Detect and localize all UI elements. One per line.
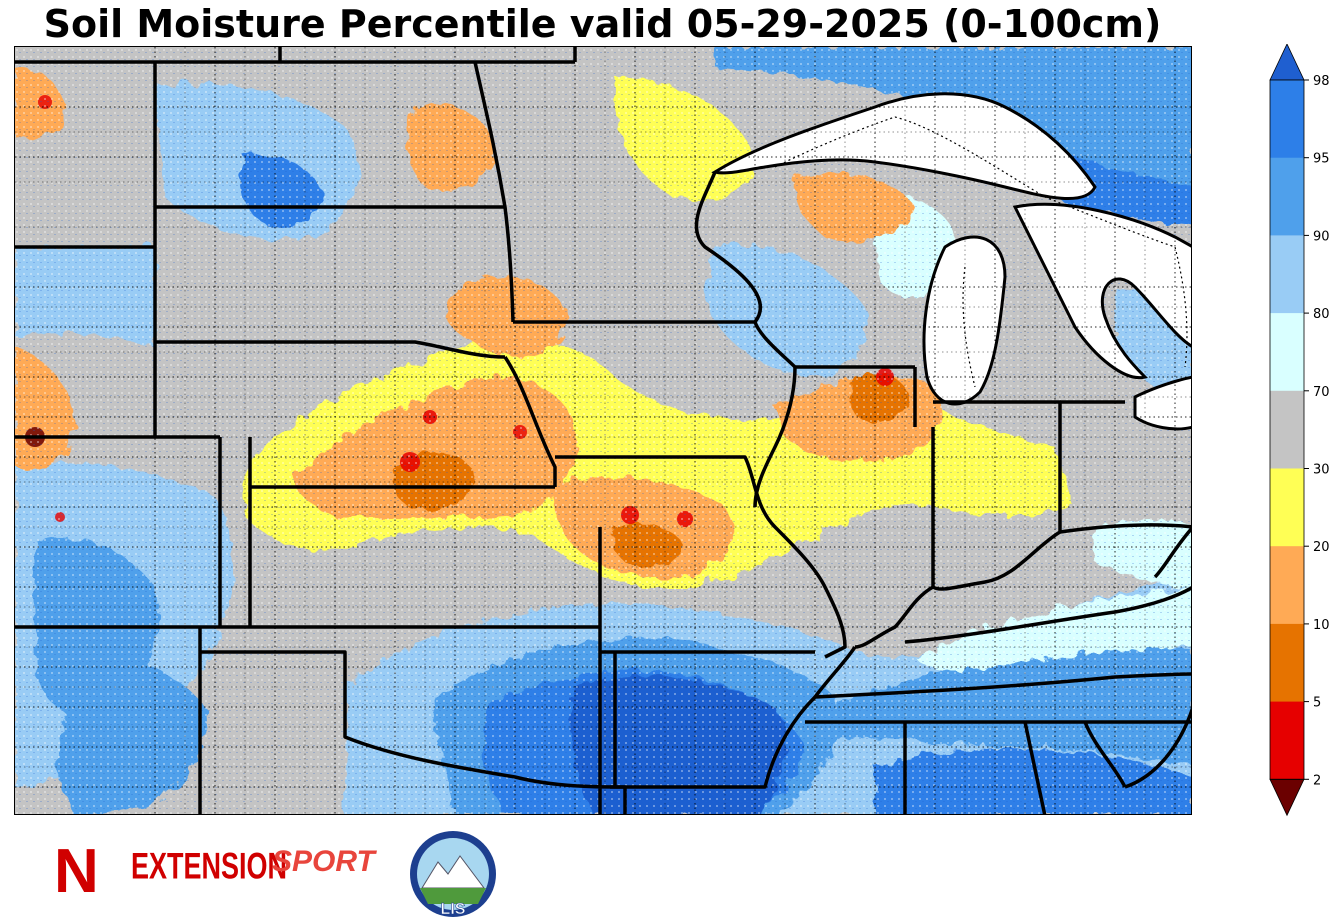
colorbar-band-2-5 [1270, 701, 1304, 780]
colorbar-tick-label: 2 [1313, 773, 1321, 788]
colorbar-band-20-30 [1270, 468, 1304, 547]
partner-logos: N EXTENSION SPORT LIS [54, 831, 496, 918]
colorbar-band-80-90 [1270, 235, 1304, 314]
lis-logo: LIS [410, 831, 496, 918]
colorbar-band-5-10 [1270, 623, 1304, 703]
colorbar-tick-label: 70 [1313, 385, 1330, 400]
colorbar-outline [1269, 79, 1305, 780]
colorbar: 98 95 90 80 70 30 20 10 5 2 [1269, 44, 1330, 817]
colorbar-extend-top [1269, 44, 1305, 81]
colorbar-tick-label: 90 [1313, 229, 1330, 244]
colorbar-bands [1269, 44, 1305, 817]
colorbar-tick-label: 95 [1313, 152, 1330, 167]
colorbar-tick-label: 98 [1313, 74, 1330, 89]
colorbar-tick-label: 10 [1313, 618, 1330, 633]
colorbar-tick-label: 5 [1313, 696, 1321, 711]
map-title: Soil Moisture Percentile valid 05-29-202… [43, 2, 1162, 46]
international-borders [774, 116, 1188, 388]
colorbar-tick-label: 30 [1313, 463, 1330, 478]
colorbar-tick-label: 80 [1313, 307, 1330, 322]
colorbar-band-70-80 [1270, 313, 1304, 392]
state-boundaries [15, 47, 1191, 814]
colorbar-ticks: 98 95 90 80 70 30 20 10 5 2 [1304, 74, 1330, 788]
colorbar-extend-bottom [1269, 778, 1305, 817]
colorbar-band-90-95 [1270, 157, 1304, 236]
soil-moisture-map [14, 46, 1192, 815]
map-canvas [15, 47, 1191, 814]
colorbar-tick-label: 20 [1313, 540, 1330, 555]
lis-text: LIS [441, 901, 466, 918]
lake-erie [1133, 375, 1191, 431]
lake-michigan [922, 235, 1007, 406]
nebraska-n-logo: N [54, 837, 99, 906]
colorbar-band-10-20 [1270, 546, 1304, 625]
great-lakes [711, 92, 1191, 431]
colorbar-band-95-98 [1270, 80, 1304, 159]
nebraska-n-text: N [54, 837, 99, 906]
colorbar-band-30-70 [1270, 390, 1304, 469]
extension-logo: EXTENSION [131, 844, 287, 886]
sport-logo: SPORT [272, 845, 377, 878]
lake-huron [1012, 202, 1191, 380]
